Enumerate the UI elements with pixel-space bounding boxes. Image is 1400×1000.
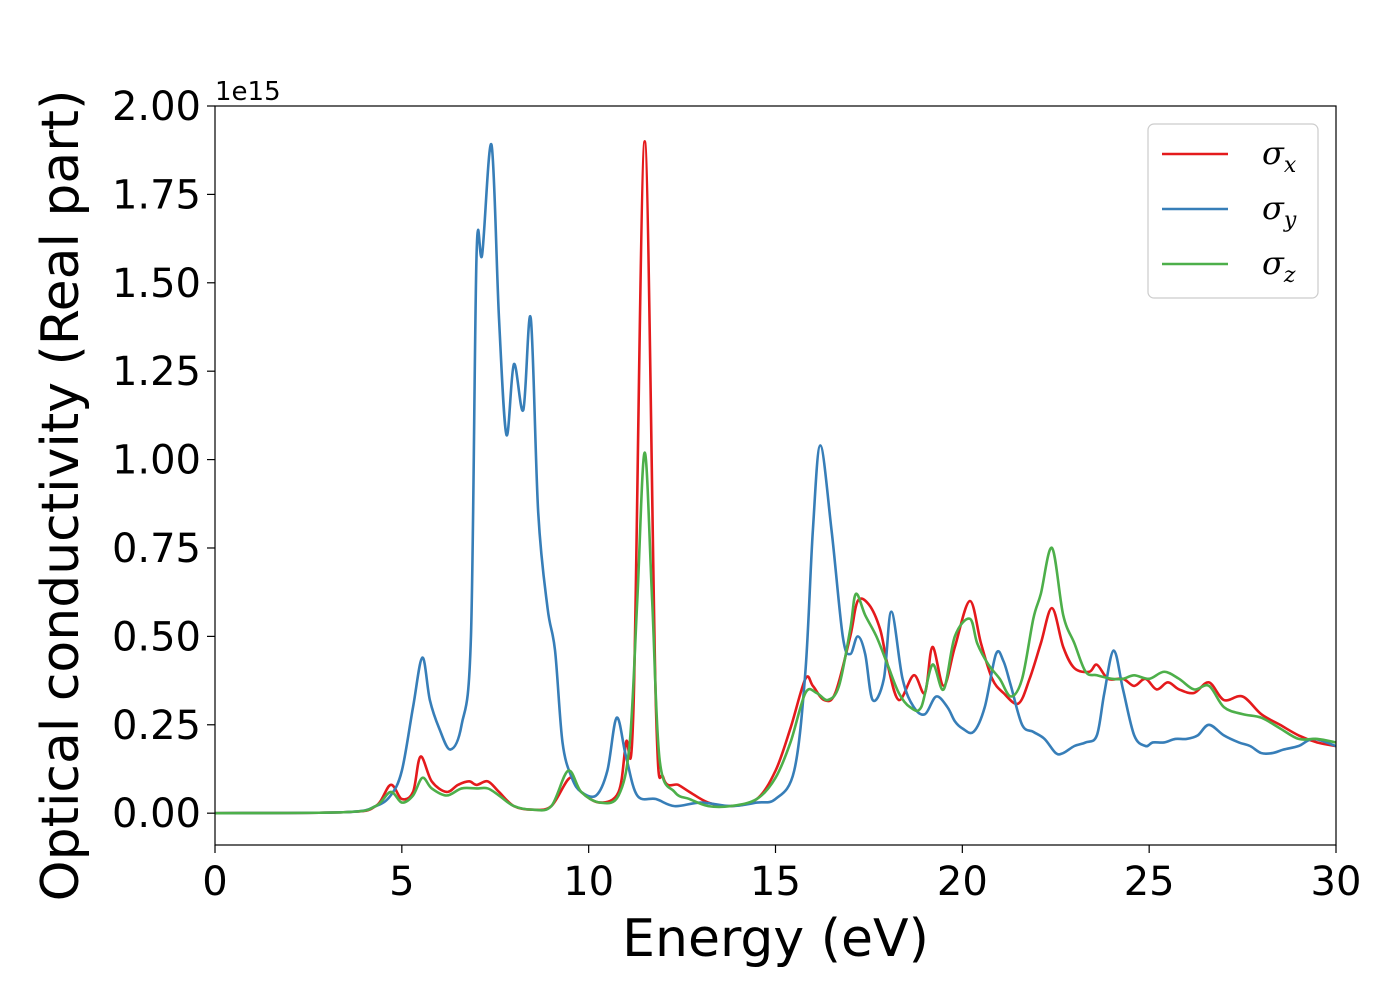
y-axis: 0.00 0.25 0.50 0.75 1.00 1.25 1.50 1.75 2.00: [112, 84, 215, 837]
legend: σx σy σz: [1147, 123, 1319, 299]
y-axis-title: Optical conductivity (Real part): [31, 90, 91, 902]
y-offset-label: 1e15: [215, 77, 281, 107]
y-tick-label: 0.25: [112, 703, 201, 749]
legend-label-y: σy: [1262, 189, 1297, 233]
y-tick-label: 0.75: [112, 526, 201, 572]
x-tick-label: 30: [1311, 859, 1362, 905]
series-line-z: [215, 451, 1336, 815]
x-tick-label: 10: [563, 859, 614, 905]
y-tick-label: 1.50: [112, 261, 201, 307]
x-axis-title: Energy (eV): [622, 909, 929, 969]
series-line-y: [215, 143, 1336, 815]
x-tick-label: 0: [202, 859, 227, 905]
y-tick-label: 0.50: [112, 614, 201, 660]
legend-label-x: σx: [1262, 134, 1297, 178]
x-axis: 0 5 10 15 20 25 30: [202, 845, 1361, 905]
legend-box: [1147, 123, 1319, 299]
y-tick-label: 2.00: [112, 84, 201, 130]
y-tick-label: 1.25: [112, 349, 201, 395]
y-tick-label: 0.00: [112, 791, 201, 837]
y-tick-label: 1.00: [112, 438, 201, 484]
x-tick-label: 20: [937, 859, 988, 905]
series-layer: [215, 140, 1336, 815]
y-tick-label: 1.75: [112, 172, 201, 218]
legend-label-z: σz: [1262, 244, 1296, 288]
x-tick-label: 5: [389, 859, 414, 905]
x-tick-label: 25: [1124, 859, 1175, 905]
x-tick-label: 15: [750, 859, 801, 905]
